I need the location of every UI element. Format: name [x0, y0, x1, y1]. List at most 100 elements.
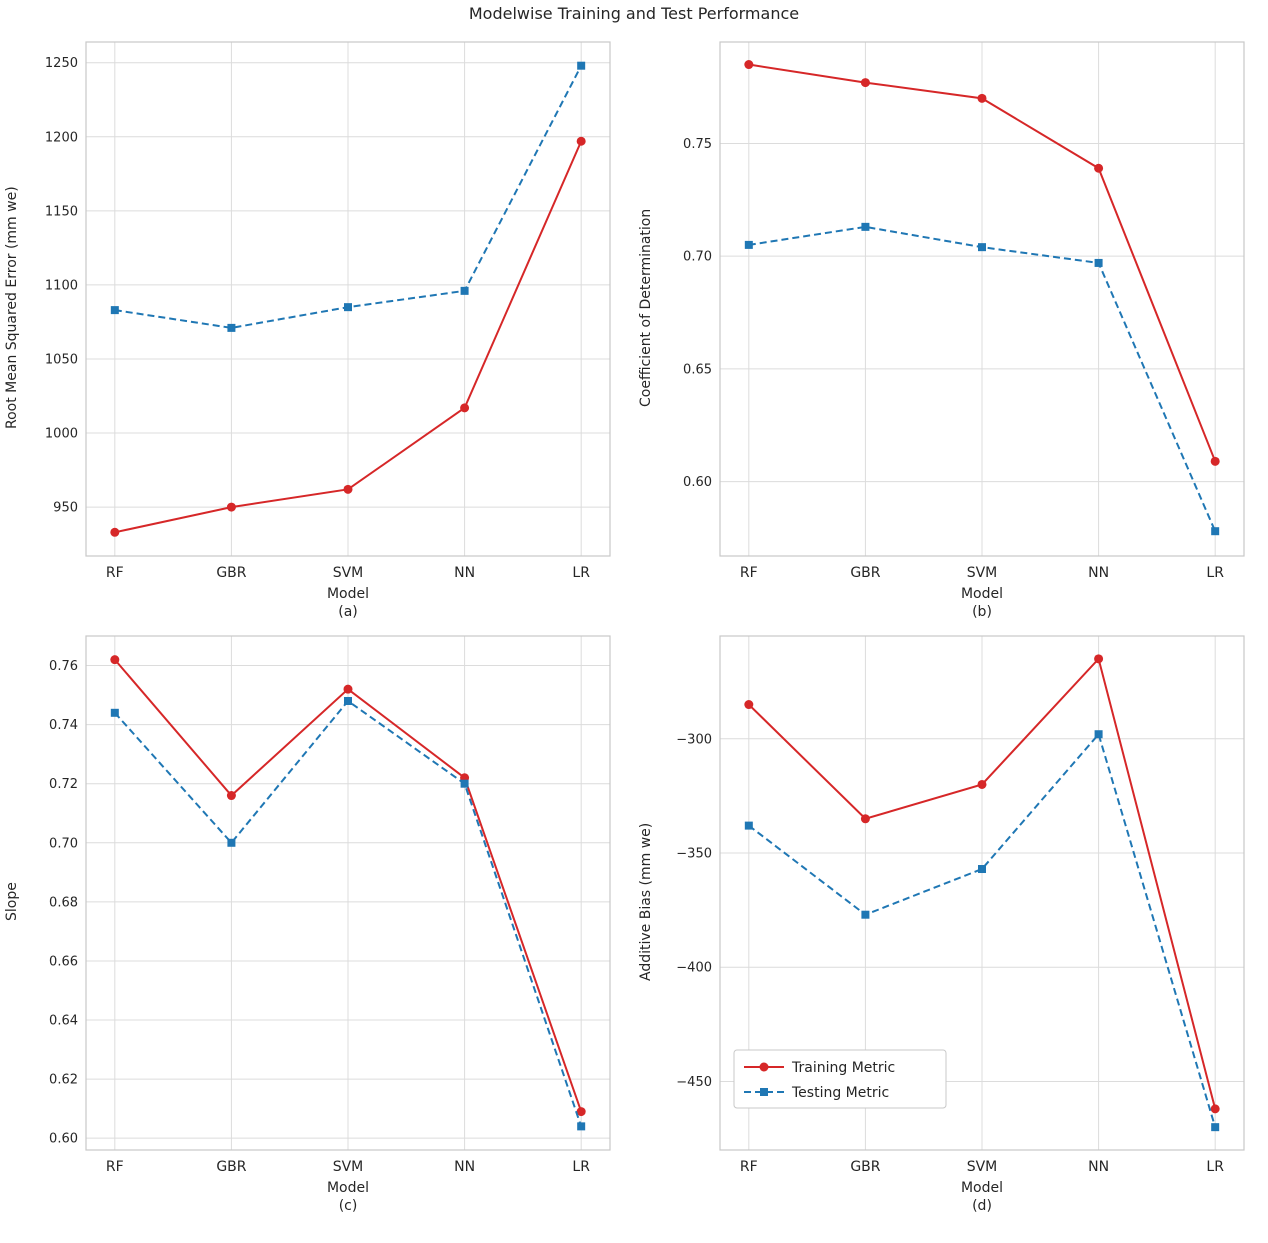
subplot-grid: Root Mean Squared Error (mm we) 950 1000 1…: [0, 28, 1268, 1216]
x-tick-label: NN: [1088, 1159, 1109, 1175]
y-tick-label: 1000: [45, 427, 78, 442]
testing-marker: [577, 61, 586, 70]
x-tick-label: SVM: [333, 565, 364, 581]
plot-border: [719, 41, 1245, 557]
plot-row-b: Coefficient of Determination 0.60 0.65 0.7…: [634, 28, 1258, 588]
y-tick-label: 0.65: [683, 362, 712, 377]
training-marker: [226, 791, 236, 801]
subplot-caption-b: (b): [972, 604, 992, 620]
y-axis-label-a: Root Mean Squared Error (mm we): [4, 186, 20, 430]
training-marker: [1210, 1104, 1220, 1114]
x-tick-label: GBR: [216, 1159, 246, 1175]
subplot-caption-a: (a): [338, 604, 358, 620]
training-marker: [460, 403, 470, 413]
x-tick-label: NN: [454, 1159, 475, 1175]
testing-marker: [1211, 1123, 1220, 1132]
x-axis-label-a: Model: [326, 586, 370, 602]
testing-marker: [1094, 730, 1103, 739]
testing-series-line: [748, 732, 1217, 1128]
y-tick-label: 1100: [45, 278, 78, 293]
training-marker: [744, 60, 754, 70]
training-marker: [860, 814, 870, 824]
plot-border: [719, 635, 1245, 1151]
y-tick-label: −300: [676, 732, 712, 747]
testing-marker: [861, 910, 870, 919]
testing-marker: [1211, 527, 1220, 536]
y-tick-label: 1250: [45, 56, 78, 71]
y-axis-label-d: Additive Bias (mm we): [638, 822, 654, 982]
plot-border: [85, 41, 611, 557]
training-marker: [744, 700, 754, 710]
x-tick-label: NN: [1088, 565, 1109, 581]
y-tick-label: 1050: [45, 352, 78, 367]
x-tick-label: RF: [106, 1159, 124, 1175]
plot-area-b: 0.60 0.65 0.70 0.75 RF GBR SVM NN LR: [683, 41, 1245, 581]
training-marker: [977, 93, 987, 103]
testing-marker: [744, 240, 753, 249]
y-tick-label: 0.76: [49, 659, 78, 674]
plot-area-c: 0.60 0.62 0.64 0.66 0.68 0.70 0.72 0.74 0.76 RF GB…: [49, 635, 611, 1175]
x-tick-label: LR: [1206, 565, 1224, 581]
x-tick-label: LR: [572, 1159, 590, 1175]
x-tick-label: GBR: [216, 565, 246, 581]
x-tick-label: LR: [572, 565, 590, 581]
legend-box: [733, 1049, 947, 1109]
testing-marker: [978, 865, 986, 874]
x-tick-label: SVM: [967, 565, 998, 581]
testing-marker: [227, 323, 236, 332]
y-tick-label: −400: [676, 961, 712, 976]
y-tick-label: 0.68: [49, 895, 78, 910]
x-axis-label-b: Model: [960, 586, 1004, 602]
y-tick-label: 950: [53, 501, 78, 516]
legend-label: Testing Metric: [791, 1085, 889, 1101]
y-tick-label: 1150: [45, 204, 78, 219]
legend-marker: [760, 1088, 768, 1096]
testing-marker: [1094, 258, 1103, 267]
training-marker: [1094, 163, 1104, 173]
x-tick-label: RF: [106, 565, 124, 581]
plot-area-d: −450 −400 −350 −300 RF GBR SVM NN LR Training Met…: [676, 635, 1245, 1175]
training-marker: [226, 502, 236, 512]
subplot-d: Additive Bias (mm we) −450 −400 −350 −300 RF…: [634, 622, 1268, 1216]
y-tick-label: 0.60: [49, 1132, 78, 1147]
training-marker: [576, 136, 586, 146]
testing-marker: [110, 306, 119, 315]
subplot-a: Root Mean Squared Error (mm we) 950 1000 1…: [0, 28, 634, 622]
y-tick-label: 0.72: [49, 777, 78, 792]
training-marker: [110, 655, 120, 665]
subplot-caption-d: (d): [972, 1198, 992, 1214]
training-marker: [977, 779, 987, 789]
y-tick-label: 0.75: [683, 137, 712, 152]
training-marker: [343, 684, 353, 694]
training-marker: [110, 527, 120, 537]
testing-marker: [460, 286, 469, 295]
plot-row-c: Slope 0.60 0.62 0.64 0.66 0.68 0.70 0.72 0.74 0.…: [0, 622, 624, 1182]
figure-title: Modelwise Training and Test Performance: [468, 4, 800, 23]
y-axis-label-c: Slope: [4, 882, 20, 922]
training-marker: [343, 484, 353, 494]
y-tick-label: 0.60: [683, 475, 712, 490]
y-tick-label: 0.62: [49, 1073, 78, 1088]
plot-row-a: Root Mean Squared Error (mm we) 950 1000 1…: [0, 28, 624, 588]
y-tick-label: 0.74: [49, 718, 78, 733]
y-tick-label: 0.66: [49, 954, 78, 969]
testing-marker: [227, 838, 236, 847]
subplot-c: Slope 0.60 0.62 0.64 0.66 0.68 0.70 0.72 0.74 0.…: [0, 622, 634, 1216]
y-tick-label: −350: [676, 847, 712, 862]
x-tick-label: RF: [740, 565, 758, 581]
x-tick-label: LR: [1206, 1159, 1224, 1175]
testing-marker: [344, 303, 352, 312]
testing-marker: [861, 222, 870, 231]
y-tick-label: 0.70: [49, 836, 78, 851]
legend-label: Training Metric: [791, 1060, 895, 1076]
testing-marker: [460, 779, 469, 788]
subplot-caption-c: (c): [338, 1198, 358, 1214]
x-tick-label: GBR: [850, 1159, 880, 1175]
plot-border: [85, 635, 611, 1151]
legend-marker: [759, 1062, 769, 1072]
x-axis-label-d: Model: [960, 1180, 1004, 1196]
y-tick-label: 0.70: [683, 250, 712, 265]
training-marker: [576, 1107, 586, 1117]
y-tick-label: 1200: [45, 130, 78, 145]
x-tick-label: NN: [454, 565, 475, 581]
